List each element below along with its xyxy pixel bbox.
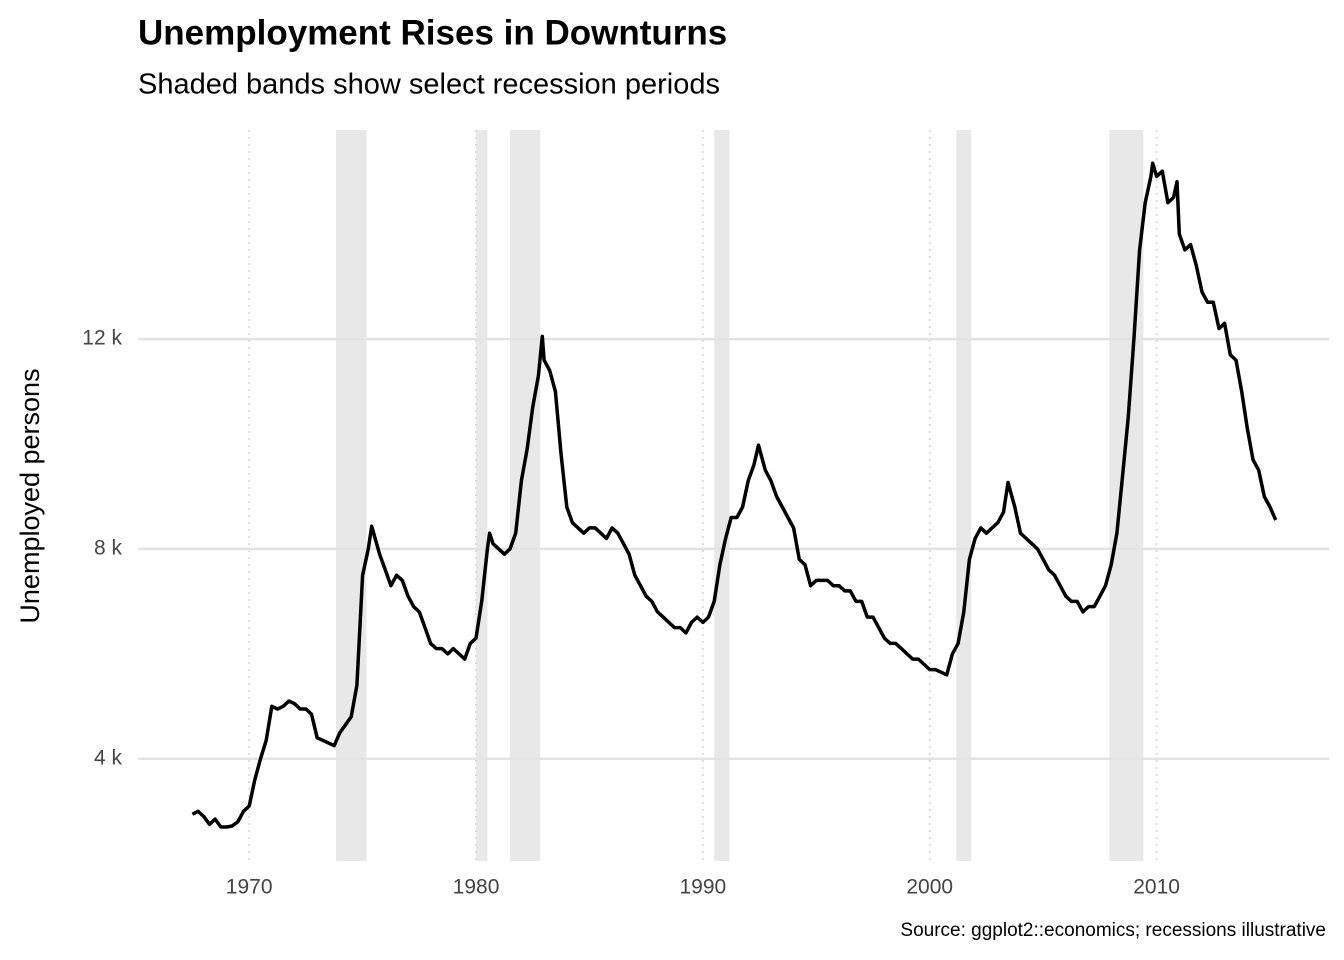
recession-band (714, 130, 730, 861)
x-tick-label: 2010 (1133, 876, 1180, 899)
chart-title: Unemployment Rises in Downturns (138, 13, 727, 52)
data-line (191, 161, 1278, 829)
y-tick-label: 8 k (94, 536, 123, 559)
y-axis-title: Unemployed persons (15, 368, 45, 623)
recession-band (510, 130, 541, 861)
caption: Source: ggplot2::economics; recessions i… (900, 920, 1326, 941)
x-tick-label: 2000 (906, 876, 953, 899)
recession-band (956, 130, 972, 861)
y-tick-label: 4 k (94, 746, 123, 769)
chart-subtitle: Shaded bands show select recession perio… (138, 69, 720, 101)
recession-band (336, 130, 367, 861)
x-tick-label: 1980 (453, 876, 500, 899)
y-tick-label: 12 k (82, 327, 122, 350)
recession-band (1109, 130, 1144, 861)
recession-band (476, 130, 488, 861)
x-tick-label: 1990 (680, 876, 727, 899)
x-tick-label: 1970 (226, 876, 273, 899)
